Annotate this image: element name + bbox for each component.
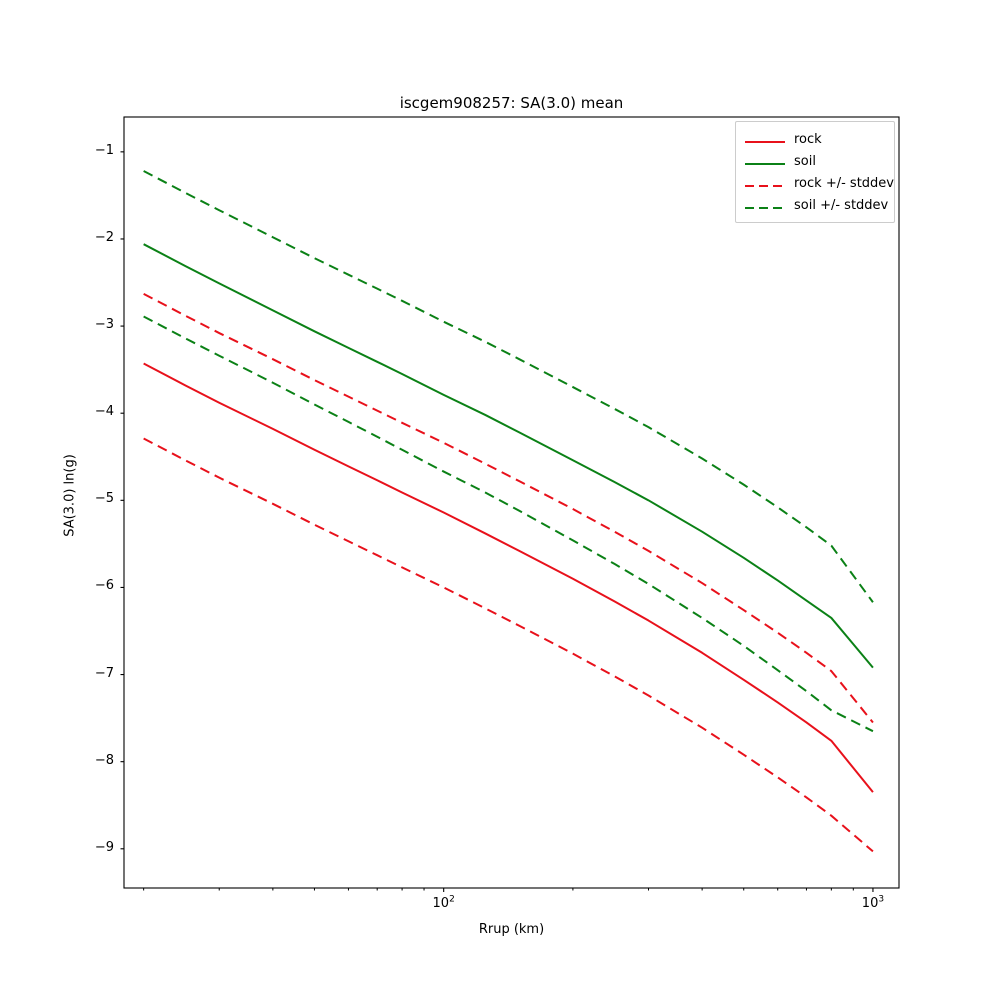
legend-line-sample-icon xyxy=(744,155,786,167)
x-axis-label: Rrup (km) xyxy=(478,922,545,937)
legend-item: rock xyxy=(744,128,886,150)
y-tick-label: −8 xyxy=(94,752,114,768)
legend-line-sample-icon xyxy=(744,133,786,145)
legend-label: rock +/- stddev xyxy=(794,175,894,191)
y-tick-label: −9 xyxy=(94,839,114,855)
legend: rock soil rock +/- stddev soil +/- stddev xyxy=(735,121,895,223)
x-axis-ticks xyxy=(143,888,874,892)
legend-label: soil xyxy=(794,153,816,169)
y-axis-ticks xyxy=(120,151,124,850)
legend-line-sample-icon xyxy=(744,199,786,211)
y-tick-label: −4 xyxy=(94,404,114,420)
chart-title: iscgem908257: SA(3.0) mean xyxy=(399,94,624,112)
x-tick-label: 103 xyxy=(861,894,885,911)
y-tick-label: −2 xyxy=(94,229,114,245)
legend-label: soil +/- stddev xyxy=(794,197,889,213)
y-tick-label: −5 xyxy=(94,491,114,507)
series-line-rock-stddev-2 xyxy=(143,292,874,724)
y-axis-label: SA(3.0) ln(g) xyxy=(62,454,78,537)
y-tick-label: −3 xyxy=(94,317,114,333)
y-tick-label: −1 xyxy=(94,142,114,158)
series-line-rock-stddev-3 xyxy=(143,437,874,853)
legend-item: rock +/- stddev xyxy=(744,172,894,194)
series-line-soil-1 xyxy=(143,243,874,669)
data-series-group xyxy=(143,170,874,853)
axes-frame xyxy=(123,116,900,889)
series-line-rock-0 xyxy=(143,362,874,793)
legend-line-sample-icon xyxy=(744,177,786,189)
legend-item: soil xyxy=(744,150,886,172)
legend-item: soil +/- stddev xyxy=(744,194,889,216)
series-line-soil-stddev-5 xyxy=(143,315,874,733)
series-line-soil-stddev-4 xyxy=(143,170,874,603)
x-tick-label: 102 xyxy=(432,894,455,911)
y-tick-label: −7 xyxy=(94,665,114,681)
y-tick-label: −6 xyxy=(94,578,114,594)
axes-spines xyxy=(123,116,900,889)
legend-label: rock xyxy=(794,131,822,147)
